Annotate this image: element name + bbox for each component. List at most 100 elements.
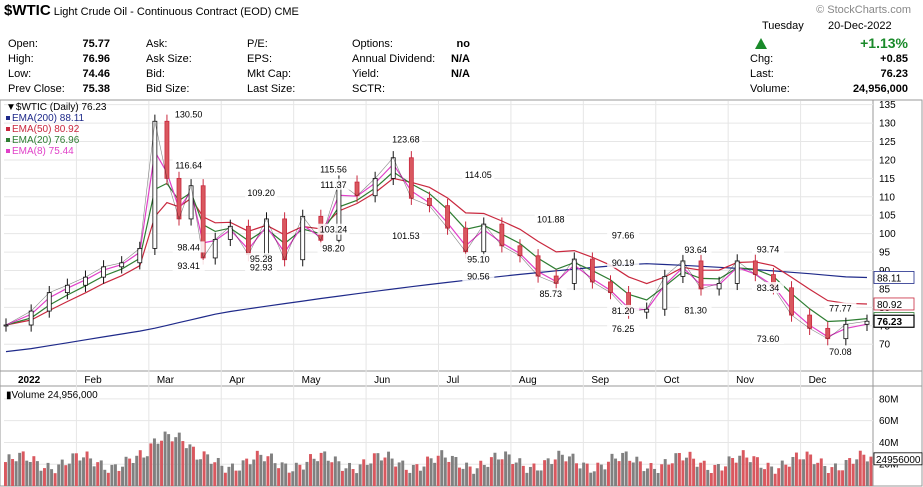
quote-col3-3: Last Size: (247, 83, 296, 95)
price-tick-label: 120 (879, 155, 896, 166)
price-candle-body (164, 120, 170, 179)
quote-col5-label-1: Last: (750, 68, 774, 80)
volume-bar (642, 471, 646, 486)
volume-bar (830, 467, 834, 486)
legend-swatch (6, 127, 10, 131)
volume-bar (280, 462, 284, 486)
volume-bar (255, 450, 259, 486)
quote-col4-value-2: N/A (451, 68, 470, 80)
quote-label-2: Low: (8, 68, 32, 80)
volume-bar (262, 461, 266, 486)
volume-bar (174, 437, 178, 486)
volume-bar (301, 469, 305, 486)
quote-col4-label-0: Options: (352, 38, 393, 50)
volume-bar (539, 470, 543, 486)
price-candle-body (843, 323, 849, 340)
chart-title: $WTIC Light Crude Oil - Continuous Contr… (4, 2, 299, 19)
volume-bar (25, 460, 29, 486)
price-annotation: 76.25 (612, 324, 635, 334)
volume-bar (372, 453, 376, 486)
up-arrow-icon (755, 38, 767, 49)
volume-bar (685, 457, 688, 486)
volume-bar (702, 460, 706, 486)
volume-bar (550, 464, 554, 486)
month-tick-label: Nov (736, 375, 754, 386)
price-tick-label: 130 (879, 119, 896, 130)
volume-bar (617, 461, 621, 486)
volume-bar (309, 454, 312, 486)
price-annotation: 111.37 (320, 180, 346, 190)
price-annotation: 98.44 (177, 242, 200, 252)
right-value-box (873, 314, 915, 328)
month-tick-label: Feb (84, 375, 102, 386)
watermark: © StockCharts.com (816, 4, 911, 16)
month-tick-label: Mar (157, 375, 175, 386)
volume-bar (248, 464, 252, 486)
volume-bar (64, 465, 68, 486)
price-candle-body (137, 247, 143, 264)
volume-last-box (873, 452, 923, 466)
quote-header: $WTIC Light Crude Oil - Continuous Contr… (0, 0, 923, 100)
volume-bar (121, 466, 124, 486)
annotation-bg (751, 332, 784, 344)
volume-bar (784, 464, 788, 486)
volume-bar (578, 468, 582, 486)
volume-bar (259, 454, 263, 486)
annotation-bg (389, 230, 422, 242)
volume-bar (117, 470, 121, 486)
quote-col5-value-1: 76.23 (880, 68, 908, 80)
legend-swatch (6, 149, 10, 153)
price-candle-body (246, 225, 251, 256)
volume-bar (518, 458, 522, 486)
quote-col3-2: Mkt Cap: (247, 68, 292, 80)
volume-bar (351, 469, 355, 486)
volume-bar (429, 458, 433, 486)
volume-bar (663, 459, 667, 486)
quote-col2-1: Ask Size: (146, 53, 192, 65)
volume-bar (426, 456, 430, 486)
volume-bar (408, 472, 412, 486)
volume-bar (238, 470, 242, 486)
volume-bar (223, 472, 227, 486)
volume-bar (695, 466, 699, 486)
price-annotation: 95.28 (250, 254, 273, 264)
volume-bar (472, 473, 476, 486)
annotation-bg (317, 242, 350, 254)
volume-bar (160, 440, 164, 486)
volume-bar (656, 472, 660, 486)
price-annotation: 115.56 (320, 164, 347, 174)
volume-bar (536, 470, 539, 486)
annotation-bg (751, 282, 784, 294)
volume-bar (106, 472, 110, 486)
volume-bar (741, 450, 745, 486)
volume-bar (809, 454, 813, 486)
quote-col2-2: Bid: (146, 68, 165, 80)
quote-col2-3: Bid Size: (146, 83, 190, 95)
volume-bar (603, 469, 607, 486)
volume-bar (681, 460, 685, 486)
volume-bar (458, 467, 461, 486)
volume-bar (156, 443, 160, 486)
ema-line-ema20 (5, 171, 868, 326)
volume-bar (227, 466, 231, 486)
volume-bar (454, 457, 458, 486)
quote-value-3: 75.38 (82, 83, 110, 95)
volume-bar (489, 457, 493, 486)
volume-bar (383, 457, 387, 486)
volume-bar (78, 460, 82, 486)
volume-bar (312, 458, 316, 486)
annotation-bg (317, 223, 350, 235)
price-annotation: 93.64 (684, 245, 707, 255)
volume-bar (465, 462, 469, 486)
volume-bar (131, 463, 135, 486)
price-candle-body (372, 177, 378, 197)
volume-bar (521, 465, 525, 486)
volume-bar (53, 473, 57, 486)
volume-bar (231, 463, 234, 486)
volume-bar (46, 462, 50, 486)
volume-bar (606, 461, 610, 486)
price-candle-body (789, 287, 794, 316)
volume-bar (443, 457, 447, 486)
volume-bar (461, 468, 465, 486)
